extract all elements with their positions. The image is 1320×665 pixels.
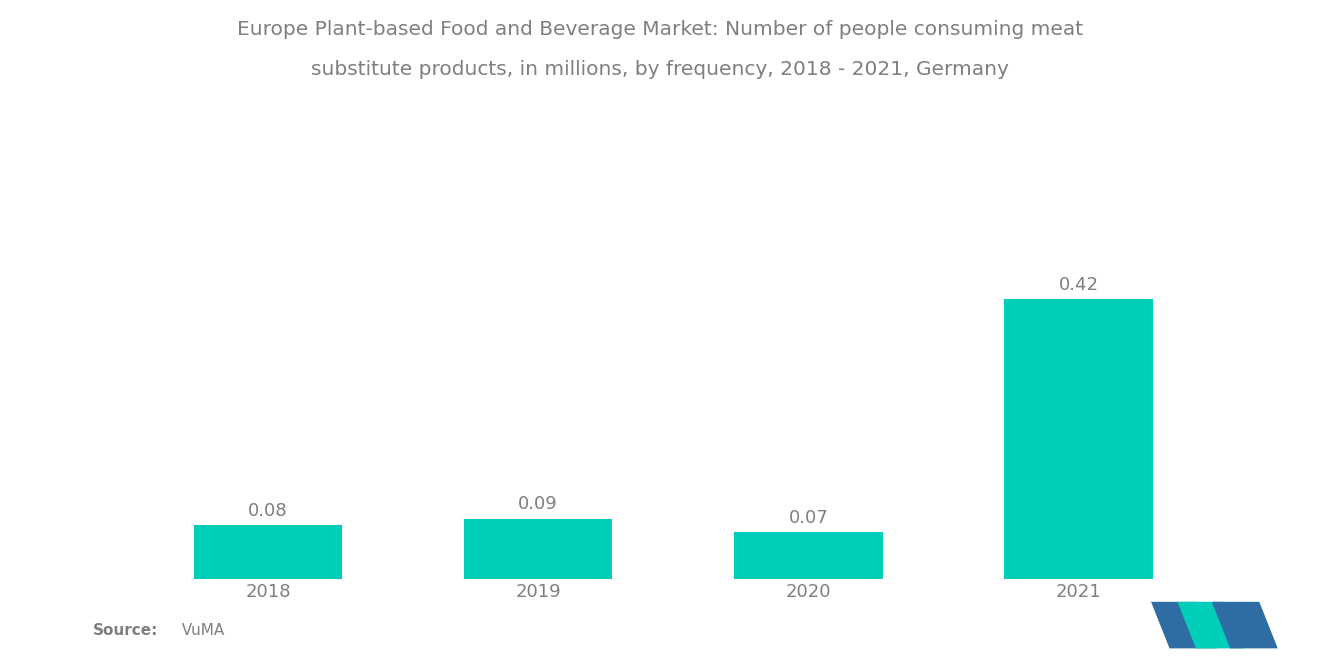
Text: Europe Plant-based Food and Beverage Market: Number of people consuming meat: Europe Plant-based Food and Beverage Mar…: [236, 20, 1084, 39]
Bar: [1005, 299, 1152, 579]
Bar: [194, 525, 342, 579]
Text: Source:: Source:: [92, 623, 158, 638]
Polygon shape: [1177, 602, 1243, 648]
Text: 0.08: 0.08: [248, 502, 288, 520]
Polygon shape: [1212, 602, 1278, 648]
Polygon shape: [1151, 602, 1217, 648]
Text: 0.07: 0.07: [788, 509, 828, 527]
Bar: [734, 532, 883, 579]
Text: 0.09: 0.09: [519, 495, 558, 513]
Bar: [463, 519, 612, 579]
Text: VuMA: VuMA: [172, 623, 224, 638]
Text: 0.42: 0.42: [1059, 276, 1098, 294]
Text: substitute products, in millions, by frequency, 2018 - 2021, Germany: substitute products, in millions, by fre…: [312, 60, 1008, 79]
